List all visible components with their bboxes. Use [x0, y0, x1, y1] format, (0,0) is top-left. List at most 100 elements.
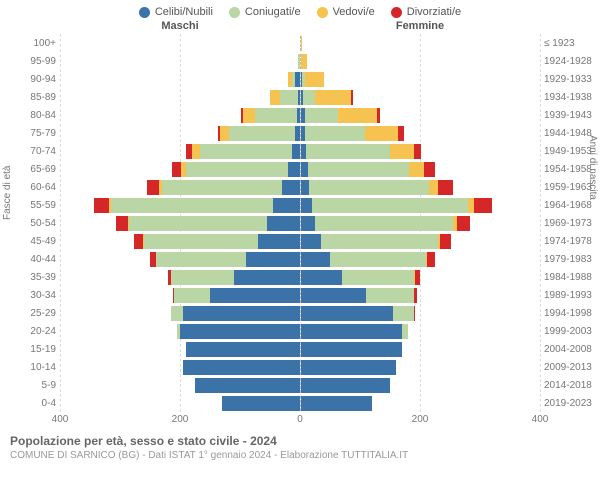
birth-label: 1969-1973 — [544, 218, 596, 229]
male-bar — [60, 378, 300, 393]
segment — [393, 306, 414, 321]
age-row: 5-92014-2018 — [60, 376, 540, 394]
segment — [301, 162, 308, 177]
segment — [315, 216, 453, 231]
segment — [301, 396, 373, 411]
segment — [171, 270, 234, 285]
legend-label: Vedovi/e — [333, 6, 375, 18]
segment — [306, 144, 390, 159]
male-bar — [60, 396, 300, 411]
chart-title: Popolazione per età, sesso e stato civil… — [10, 434, 590, 448]
x-tick: 200 — [412, 414, 429, 425]
segment — [94, 198, 109, 213]
segment — [172, 162, 181, 177]
segment — [305, 126, 365, 141]
legend-swatch — [229, 7, 240, 18]
chart-rows: 100+≤ 192395-991924-192890-941929-193385… — [60, 34, 540, 412]
age-label: 70-74 — [12, 146, 56, 157]
segment — [116, 216, 128, 231]
birth-label: 1974-1978 — [544, 236, 596, 247]
segment — [301, 198, 313, 213]
segment — [301, 36, 302, 51]
age-row: 75-791944-1948 — [60, 124, 540, 142]
age-label: 5-9 — [12, 380, 56, 391]
segment — [366, 288, 414, 303]
segment — [305, 108, 338, 123]
segment — [147, 180, 159, 195]
segment — [301, 378, 391, 393]
age-row: 25-291994-1998 — [60, 304, 540, 322]
birth-label: 1934-1938 — [544, 92, 596, 103]
segment — [220, 126, 229, 141]
segment — [301, 288, 367, 303]
segment — [474, 198, 492, 213]
legend-label: Celibi/Nubili — [155, 6, 213, 18]
female-bar — [300, 396, 541, 411]
segment — [414, 306, 415, 321]
segment — [427, 252, 434, 267]
segment — [342, 270, 414, 285]
age-row: 45-491974-1978 — [60, 232, 540, 250]
segment — [438, 180, 453, 195]
birth-label: ≤ 1923 — [544, 38, 596, 49]
segment — [183, 306, 300, 321]
male-bar — [60, 108, 300, 123]
segment — [424, 162, 435, 177]
segment — [301, 252, 331, 267]
segment — [292, 144, 299, 159]
segment — [415, 270, 420, 285]
segment — [129, 216, 267, 231]
birth-label: 2009-2013 — [544, 362, 596, 373]
segment — [402, 324, 408, 339]
age-row: 60-641959-1963 — [60, 178, 540, 196]
age-label: 40-44 — [12, 254, 56, 265]
female-bar — [300, 54, 541, 69]
age-row: 50-541969-1973 — [60, 214, 540, 232]
segment — [309, 180, 429, 195]
age-label: 30-34 — [12, 290, 56, 301]
female-bar — [300, 216, 541, 231]
segment — [390, 144, 414, 159]
birth-label: 1989-1993 — [544, 290, 596, 301]
gender-labels: Maschi Femmine — [0, 20, 600, 34]
birth-label: 1994-1998 — [544, 308, 596, 319]
female-bar — [300, 234, 541, 249]
segment — [365, 126, 398, 141]
segment — [222, 396, 300, 411]
age-label: 90-94 — [12, 74, 56, 85]
male-bar — [60, 288, 300, 303]
male-bar — [60, 270, 300, 285]
segment — [280, 90, 298, 105]
segment — [398, 126, 404, 141]
age-row: 100+≤ 1923 — [60, 34, 540, 52]
segment — [301, 216, 316, 231]
female-bar — [300, 378, 541, 393]
segment — [111, 198, 273, 213]
birth-label: 1999-2003 — [544, 326, 596, 337]
age-label: 0-4 — [12, 398, 56, 409]
segment — [308, 162, 410, 177]
age-label: 95-99 — [12, 56, 56, 67]
age-row: 55-591964-1968 — [60, 196, 540, 214]
segment — [301, 360, 397, 375]
segment — [301, 306, 394, 321]
segment — [429, 180, 438, 195]
segment — [192, 144, 199, 159]
segment — [301, 180, 310, 195]
birth-label: 2019-2023 — [544, 398, 596, 409]
male-bar — [60, 162, 300, 177]
age-row: 20-241999-2003 — [60, 322, 540, 340]
segment — [282, 180, 300, 195]
age-label: 55-59 — [12, 200, 56, 211]
age-row: 0-42019-2023 — [60, 394, 540, 412]
male-bar — [60, 36, 300, 51]
female-bar — [300, 288, 541, 303]
age-label: 10-14 — [12, 362, 56, 373]
segment — [321, 234, 438, 249]
x-axis: 4002000200400 — [60, 414, 540, 428]
male-label: Maschi — [60, 20, 300, 32]
segment — [457, 216, 470, 231]
segment — [174, 288, 210, 303]
female-bar — [300, 162, 541, 177]
age-row: 10-142009-2013 — [60, 358, 540, 376]
